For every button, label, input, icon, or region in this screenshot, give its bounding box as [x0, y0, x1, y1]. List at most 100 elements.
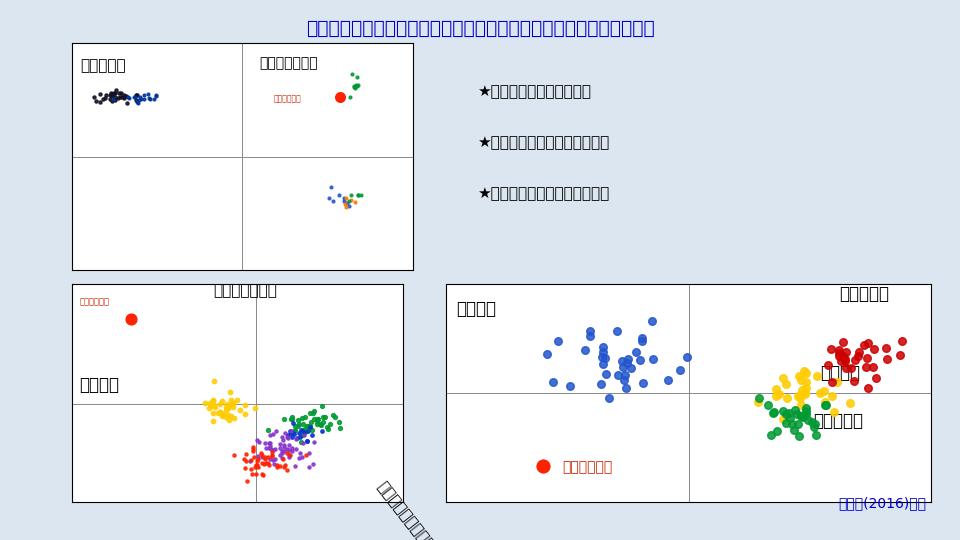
- Point: [298, 424, 313, 433]
- Point: [224, 396, 239, 405]
- Point: [280, 431, 296, 440]
- Point: [256, 460, 272, 468]
- Point: [203, 399, 218, 408]
- Point: [220, 410, 235, 419]
- Point: [831, 352, 847, 361]
- Point: [794, 411, 809, 420]
- Point: [316, 413, 331, 421]
- Point: [336, 197, 351, 206]
- Point: [88, 97, 104, 105]
- Point: [258, 444, 274, 453]
- Point: [804, 417, 819, 426]
- Point: [852, 347, 867, 356]
- Point: [247, 463, 262, 472]
- Point: [239, 457, 254, 465]
- Point: [303, 417, 319, 426]
- Point: [636, 379, 651, 388]
- Point: [107, 89, 122, 97]
- Point: [793, 401, 808, 409]
- Point: [214, 397, 229, 406]
- Point: [768, 392, 783, 400]
- Point: [283, 429, 299, 438]
- Point: [350, 190, 366, 199]
- Point: [345, 69, 360, 78]
- Point: [829, 377, 845, 386]
- Point: [806, 422, 822, 431]
- Point: [292, 449, 307, 457]
- Point: [817, 387, 832, 396]
- Point: [792, 372, 807, 381]
- Point: [300, 422, 315, 431]
- Point: [821, 360, 836, 369]
- Point: [210, 409, 226, 417]
- Point: [344, 195, 359, 204]
- Point: [779, 380, 794, 389]
- Point: [763, 430, 779, 439]
- Point: [341, 197, 356, 205]
- Point: [291, 421, 306, 430]
- Point: [275, 454, 290, 462]
- Point: [99, 91, 114, 99]
- Text: 三貫地縄文人: 三貫地縄文人: [563, 460, 613, 474]
- Point: [226, 402, 241, 411]
- Point: [838, 364, 853, 373]
- Point: [780, 393, 795, 402]
- Point: [831, 346, 847, 354]
- Point: [106, 95, 121, 104]
- Point: [348, 81, 364, 90]
- Point: [276, 441, 292, 450]
- Point: [287, 426, 302, 435]
- Point: [878, 343, 894, 352]
- Point: [251, 455, 266, 463]
- Point: [205, 396, 221, 404]
- Point: [136, 91, 152, 99]
- Point: [265, 446, 280, 454]
- Point: [275, 447, 290, 455]
- Point: [253, 470, 269, 478]
- Text: アイヌ人: アイヌ人: [456, 300, 496, 318]
- Point: [276, 414, 292, 423]
- Point: [798, 388, 813, 397]
- Point: [112, 92, 128, 101]
- Point: [310, 420, 325, 428]
- Point: [582, 327, 597, 335]
- Point: [212, 407, 228, 416]
- Point: [254, 453, 270, 461]
- Point: [141, 90, 156, 98]
- Point: [225, 400, 240, 409]
- Point: [205, 409, 221, 417]
- Point: [218, 413, 233, 421]
- Point: [817, 401, 832, 409]
- Point: [295, 420, 310, 428]
- Point: [103, 91, 118, 99]
- Point: [104, 91, 119, 100]
- Text: 三貫地縄文人: 三貫地縄文人: [274, 94, 301, 103]
- Point: [262, 431, 277, 440]
- Point: [296, 438, 311, 447]
- Point: [595, 359, 611, 368]
- Point: [846, 377, 861, 386]
- Point: [261, 461, 276, 470]
- Point: [238, 450, 253, 458]
- Point: [253, 449, 269, 457]
- Point: [799, 383, 814, 392]
- Text: オキナワ人: オキナワ人: [813, 412, 863, 430]
- Point: [868, 374, 883, 382]
- Point: [819, 401, 834, 409]
- Point: [860, 339, 876, 348]
- Point: [766, 408, 781, 416]
- Point: [673, 366, 688, 375]
- Point: [294, 414, 309, 422]
- Point: [765, 409, 780, 417]
- Point: [856, 341, 872, 349]
- Point: [598, 369, 613, 378]
- Point: [660, 375, 676, 384]
- Point: [596, 347, 612, 356]
- Point: [288, 445, 303, 454]
- Point: [287, 462, 302, 471]
- Point: [295, 431, 310, 440]
- Point: [319, 423, 334, 431]
- Point: [302, 409, 318, 418]
- Point: [252, 438, 267, 447]
- Point: [321, 425, 336, 434]
